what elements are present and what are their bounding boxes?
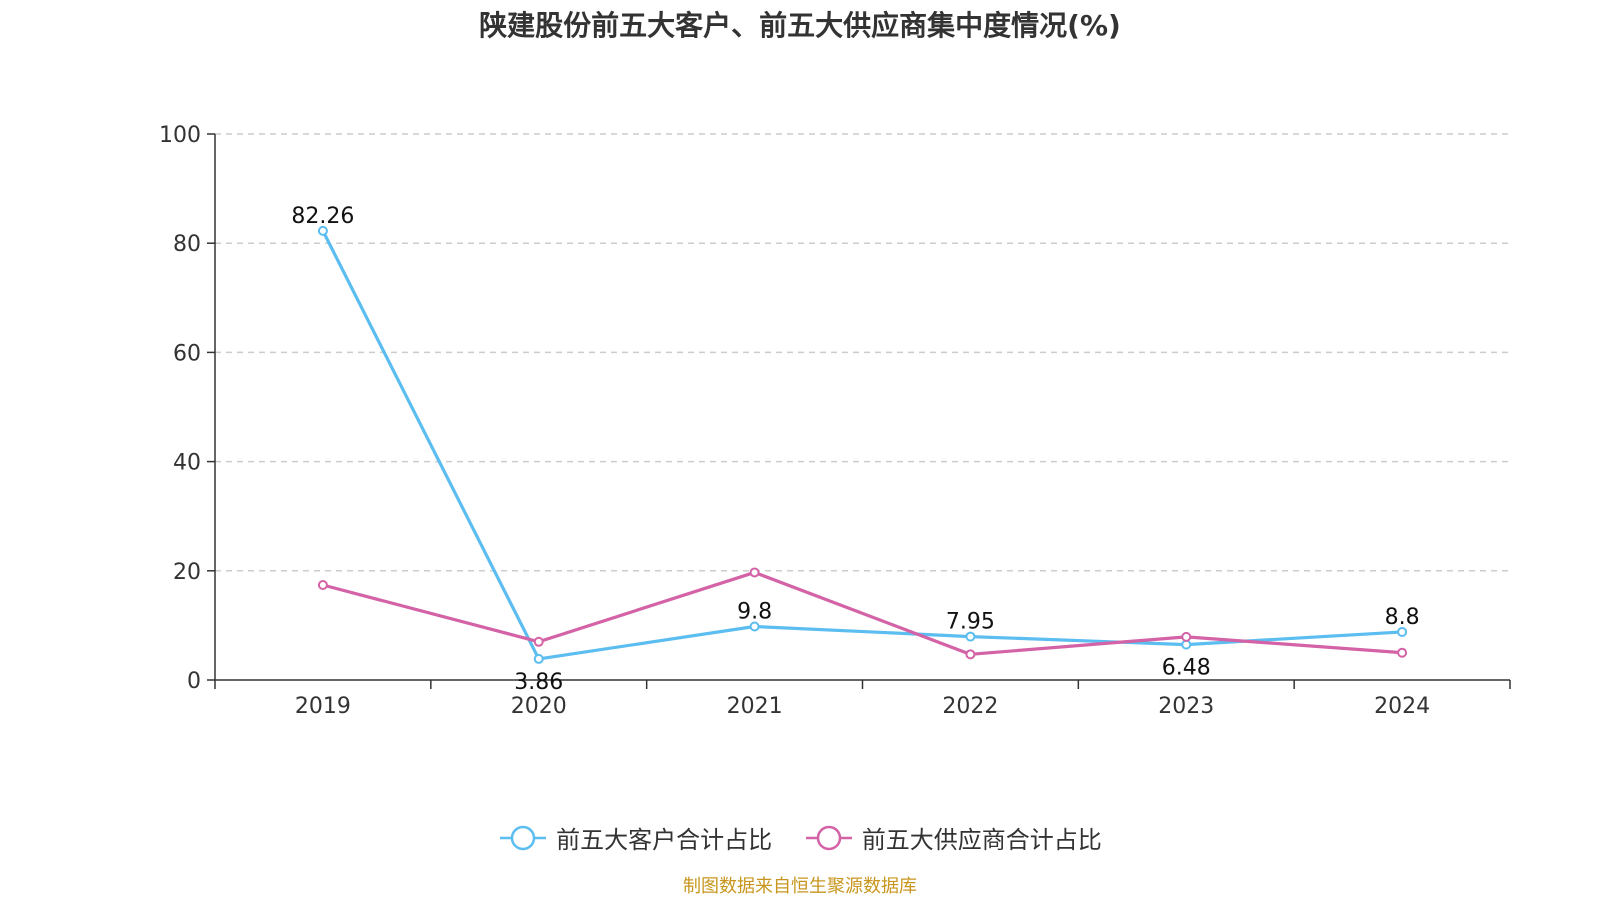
series-line-1 [322,570,1403,656]
source-note: 制图数据来自恒生聚源数据库 [683,876,917,897]
y-tick-label: 60 [173,341,201,366]
data-point-1 [533,636,544,647]
data-label: 82.26 [291,204,354,229]
data-label: 9.8 [737,599,772,624]
y-tick-label: 0 [187,669,201,694]
y-tick-label: 40 [173,451,201,476]
y-tick-label: 20 [173,560,201,585]
x-tick-label: 2020 [511,694,567,719]
data-point-1 [1397,647,1408,658]
y-tick-label: 100 [159,123,201,148]
data-label: 6.48 [1162,656,1211,681]
chart-title: 陕建股份前五大客户、前五大供应商集中度情况(%) [479,9,1121,42]
x-tick-label: 2022 [942,694,998,719]
data-point-1 [317,579,328,590]
data-point-1 [749,567,760,578]
legend-marker-suppliers [805,825,852,850]
data-label: 7.95 [946,610,995,635]
data-point-1 [1181,631,1192,642]
x-tick-label: 2023 [1158,694,1214,719]
line-chart: 0 20 40 60 80 100 2019 2020 2021 2022 2023 2024 82.2… [159,123,1511,719]
legend-item-suppliers[interactable]: 前五大供应商合计占比 [804,820,1102,855]
legend: 前五大客户合计占比 前五大供应商合计占比 [0,820,1600,859]
y-tick-label: 80 [173,232,201,257]
data-label: 3.86 [514,670,563,695]
x-tick-label: 2024 [1374,694,1430,719]
x-tick-label: 2021 [727,694,783,719]
legend-label-customers: 前五大客户合计占比 [556,826,773,854]
data-point-0 [317,225,328,236]
legend-item-customers[interactable]: 前五大客户合计占比 [498,820,772,855]
legend-label-suppliers: 前五大供应商合计占比 [861,826,1102,854]
data-point-1 [965,649,976,660]
data-point-0 [749,621,760,632]
data-point-0 [1397,626,1408,637]
legend-marker-customers [500,825,547,850]
data-point-0 [533,653,544,664]
data-point-0 [965,631,976,642]
data-label: 8.8 [1385,605,1420,630]
series-line-0 [321,230,1403,661]
x-tick-label: 2019 [295,694,351,719]
